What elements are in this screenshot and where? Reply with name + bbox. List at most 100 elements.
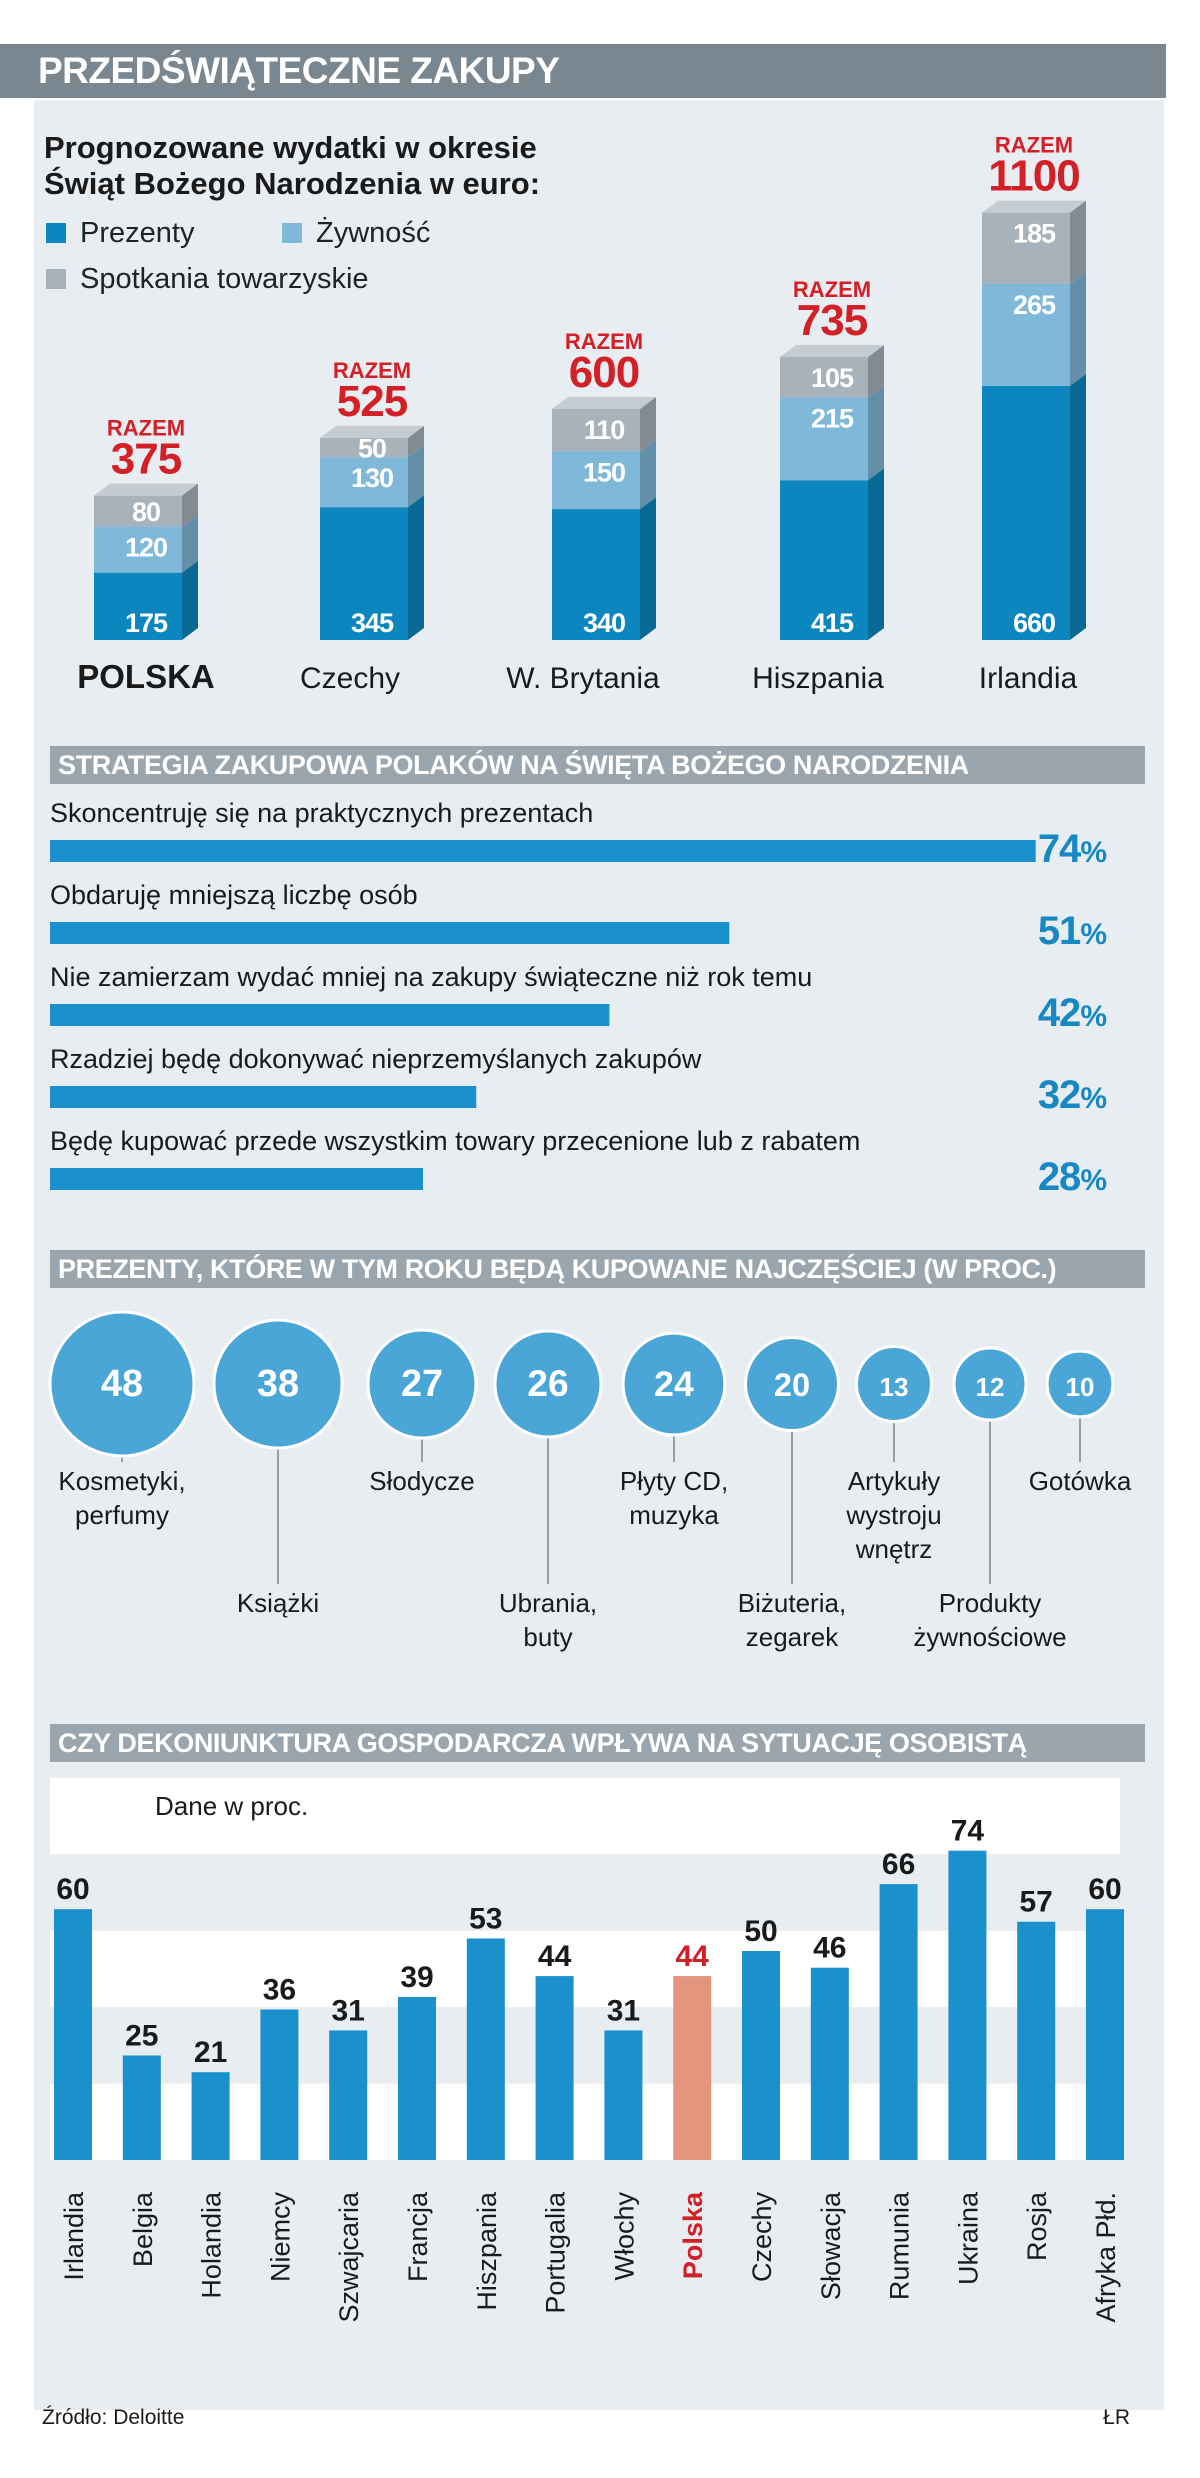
strategy-label-1: Skoncentruję się na praktycznych prezent…: [50, 798, 593, 828]
country-label-5: Irlandia: [979, 662, 1078, 695]
bubble-label-4-line-1: Ubrania,: [499, 1588, 597, 1618]
stack-bar-side-5-3: [1070, 200, 1086, 284]
bubble-label-5-line-2: muzyka: [629, 1500, 719, 1530]
recession-bar-1: [54, 1909, 92, 2160]
recession-bar-9: [604, 2030, 643, 2160]
bubble-6: [744, 1336, 840, 1432]
stack-bar-side-4-2: [868, 385, 884, 481]
recession-value-5: 31: [332, 1994, 365, 2027]
bubble-1: [48, 1310, 196, 1458]
razem-total-4: 735: [797, 296, 868, 345]
legend-swatch-1: [46, 223, 66, 243]
stack-value-1-3: 80: [132, 497, 160, 527]
recession-bar-12: [810, 1967, 849, 2160]
stack-bar-side-3-2: [640, 439, 656, 510]
recession-value-1: 60: [56, 1873, 89, 1906]
recession-bar-13: [879, 1884, 918, 2160]
bubble-label-2-line-1: Książki: [237, 1588, 319, 1618]
stack-bar-3-seg-2: [552, 451, 640, 510]
stack-value-4-3: 105: [811, 363, 854, 393]
bubble-label-7-line-3: wnętrz: [855, 1534, 933, 1564]
recession-bar-15: [1017, 1921, 1056, 2160]
recession-value-14: 74: [951, 1815, 985, 1848]
legend-label-1: Prezenty: [80, 217, 195, 249]
razem-label-3: RAZEM: [565, 329, 643, 354]
stack-bar-side-1-2: [182, 514, 198, 573]
strategy-section-header: STRATEGIA ZAKUPOWA POLAKÓW NA ŚWIĘTA BOŻ…: [50, 746, 1145, 784]
recession-bar-2: [122, 2055, 161, 2160]
bubble-label-1-line-2: perfumy: [75, 1500, 169, 1530]
stack-value-2-1: 345: [351, 608, 394, 638]
recession-value-3: 21: [194, 2036, 227, 2069]
bubble-label-9-line-1: Gotówka: [1029, 1466, 1132, 1496]
legend-label-2: Żywność: [316, 216, 430, 249]
chart1-title-line2: Świąt Bożego Narodzenia w euro:: [44, 165, 540, 201]
stack-bar-2-seg-2: [320, 457, 408, 508]
stack-value-3-2: 150: [583, 457, 625, 487]
bubble-value-8: 12: [976, 1372, 1005, 1402]
bubble-8: [952, 1346, 1028, 1422]
recession-bar-16: [1086, 1909, 1124, 2160]
strategy-value-3: 42%: [1038, 991, 1107, 1035]
bubble-label-5-line-1: Płyty CD,: [620, 1466, 728, 1496]
chart4-note: Dane w proc.: [155, 1791, 308, 1821]
page-title: PRZEDŚWIĄTECZNE ZAKUPY: [38, 50, 560, 91]
strategy-bar-4: [50, 1086, 477, 1108]
stack-bar-2-seg-1: [320, 507, 408, 640]
stack-bar-5-seg-2: [982, 283, 1070, 386]
stack-bar-4-seg-2: [780, 397, 868, 481]
recession-country-12: Słowacja: [816, 2191, 846, 2300]
stack-bar-1-seg-2: [94, 526, 182, 573]
recession-country-5: Szwajcaria: [334, 2191, 364, 2323]
recession-country-3: Holandia: [197, 2191, 227, 2299]
author-text: ŁR: [1103, 2406, 1130, 2429]
bubble-label-4-line-2: buty: [523, 1622, 572, 1652]
razem-label-5: RAZEM: [995, 133, 1073, 158]
recession-country-13: Rumunia: [885, 2191, 915, 2300]
stack-value-5-1: 660: [1013, 608, 1055, 638]
legend-swatch-3: [46, 269, 66, 289]
strategy-label-3: Nie zamierzam wydać mniej na zakupy świą…: [50, 962, 812, 992]
recession-country-10: Polska: [678, 2191, 708, 2279]
stack-value-4-2: 215: [811, 403, 854, 433]
recession-value-10: 44: [676, 1940, 710, 1973]
grid-band-2: [50, 1854, 1120, 1931]
bubble-label-1-line-1: Kosmetyki,: [58, 1466, 185, 1496]
stack-bar-4-seg-3: [780, 357, 868, 398]
recession-value-16: 60: [1088, 1873, 1121, 1906]
recession-country-9: Włochy: [609, 2192, 639, 2281]
recession-bar-7: [466, 1938, 505, 2160]
stack-value-4-1: 415: [811, 608, 854, 638]
recession-bar-10: [673, 1976, 712, 2160]
recession-value-4: 36: [263, 1974, 296, 2007]
stack-bar-top-5: [982, 200, 1086, 213]
stack-value-3-1: 340: [583, 608, 625, 638]
recession-country-14: Ukraina: [953, 2191, 983, 2285]
stack-bar-5-seg-1: [982, 385, 1070, 640]
bubble-label-3-line-1: Słodycze: [369, 1466, 475, 1496]
bubble-value-5: 24: [654, 1364, 694, 1404]
country-label-3: W. Brytania: [506, 662, 660, 695]
bubble-value-1: 48: [101, 1363, 143, 1405]
strategy-label-5: Będę kupować przede wszystkim towary prz…: [50, 1126, 860, 1156]
stack-bar-side-4-3: [868, 345, 884, 398]
country-label-4: Hiszpania: [752, 662, 884, 695]
stack-bar-1-seg-3: [94, 495, 182, 527]
bubble-2: [212, 1318, 344, 1450]
strategy-bar-1: [50, 840, 1036, 862]
strategy-bar-3: [50, 1004, 610, 1026]
stack-bar-2-seg-3: [320, 437, 408, 458]
country-label-1: POLSKA: [77, 658, 215, 695]
country-label-2: Czechy: [300, 662, 400, 695]
stack-bar-3-seg-3: [552, 409, 640, 452]
grid-band-3: [50, 1930, 1120, 2008]
recession-bar-14: [948, 1850, 987, 2160]
recession-value-9: 31: [607, 1994, 640, 2027]
recession-value-11: 50: [744, 1915, 777, 1948]
bubble-label-8-line-2: żywnościowe: [913, 1622, 1066, 1652]
recession-bar-3: [191, 2072, 230, 2160]
stack-bar-5-seg-3: [982, 212, 1070, 284]
recession-country-1: Irlandia: [59, 2191, 89, 2281]
strategy-label-2: Obdaruję mniejszą liczbę osób: [50, 880, 418, 910]
